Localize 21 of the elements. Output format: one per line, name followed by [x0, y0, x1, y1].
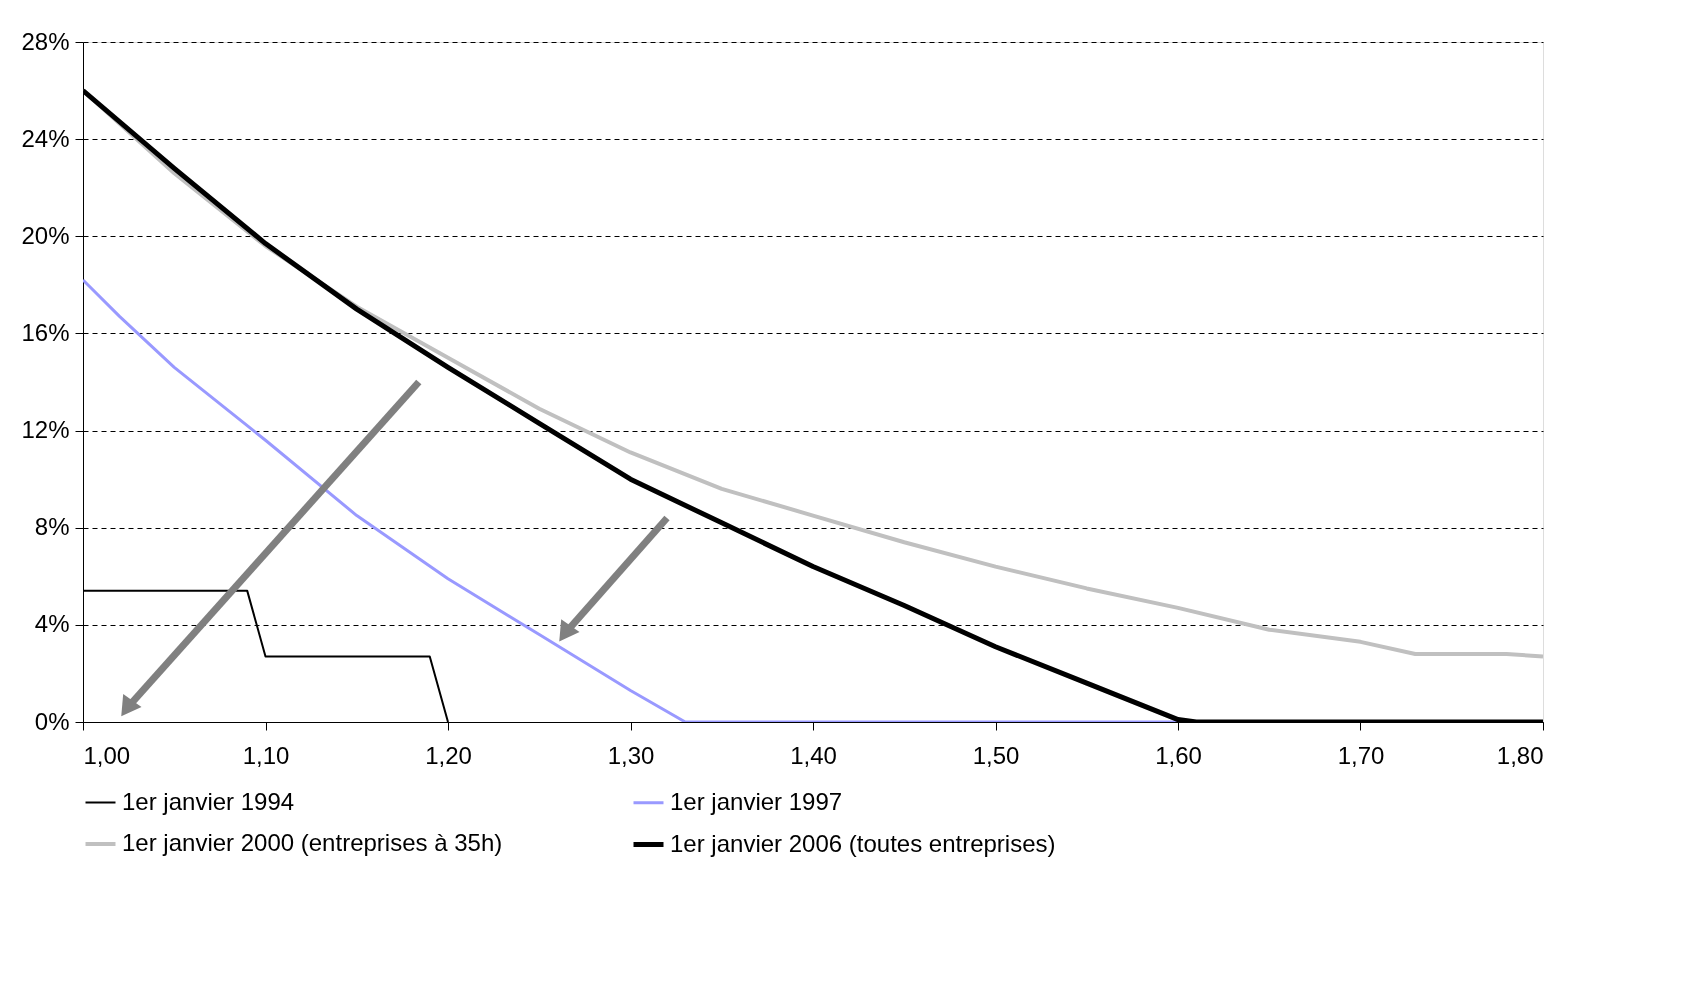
x-tick-label: 1,50 [972, 741, 1020, 769]
x-tick-label: 1,40 [790, 741, 837, 769]
y-tick-label: 4% [34, 610, 70, 638]
y-tick-label: 24% [21, 124, 70, 152]
legend-label: 1er janvier 2000 (entreprises à 35h) [122, 829, 503, 856]
x-tick-label: 1,00 [83, 741, 131, 769]
x-tick-label: 1,20 [425, 741, 472, 769]
legend-label: 1er janvier 1994 [122, 787, 295, 815]
y-tick-label: 12% [21, 416, 70, 444]
x-tick-label: 1,80 [1496, 741, 1544, 769]
x-tick-label: 1,10 [242, 741, 290, 769]
x-tick-label: 1,30 [607, 741, 655, 769]
x-tick-label: 1,60 [1155, 741, 1202, 769]
x-tick-label: 1,70 [1337, 741, 1385, 769]
y-tick-label: 0% [34, 707, 70, 735]
legend-label: 1er janvier 1997 [670, 787, 843, 815]
y-tick-label: 16% [21, 318, 70, 346]
y-tick-label: 8% [34, 513, 70, 541]
legend-label: 1er janvier 2006 (toutes entreprises) [670, 829, 1056, 857]
y-tick-label: 28% [21, 27, 70, 55]
y-tick-label: 20% [21, 221, 70, 249]
